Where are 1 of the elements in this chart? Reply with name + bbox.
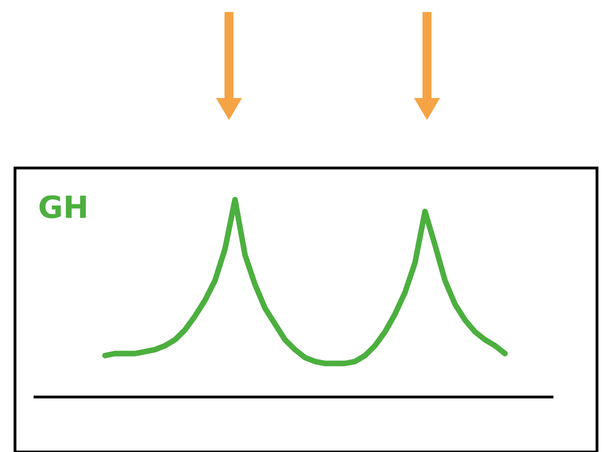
text: GH: [40, 195, 86, 218]
